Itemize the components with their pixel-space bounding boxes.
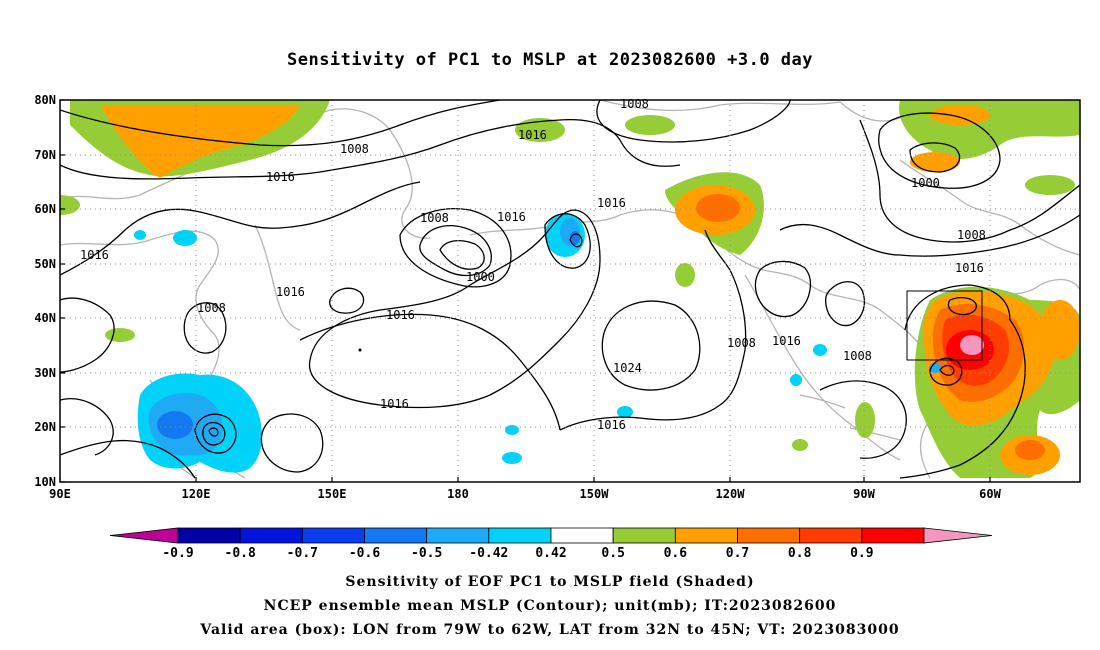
colorbar-swatch	[426, 527, 490, 544]
latitude-labels: 80N 70N 60N 50N 40N 30N 20N 10N	[34, 93, 56, 489]
plot-frame	[59, 99, 1081, 483]
lon-label: 150W	[580, 487, 610, 501]
colorbar-label: -0.5	[411, 546, 442, 561]
colorbar-label: 0.6	[664, 546, 688, 561]
lat-label: 50N	[34, 257, 56, 271]
contour-labels: 1008 1016 1016 1008 1016 1016 1008 1016 …	[80, 97, 986, 432]
lat-label: 40N	[34, 311, 56, 325]
contour-label: 1024	[613, 361, 642, 375]
contour-label: 1016	[266, 170, 295, 184]
contour-label: 1016	[380, 397, 409, 411]
lon-label: 150E	[318, 487, 347, 501]
colorbar-low-triangle	[109, 527, 179, 544]
valid-area-box	[906, 290, 983, 361]
colorbar-label: 0.5	[601, 546, 624, 561]
contour-label: 1016	[497, 210, 526, 224]
figure-title: Sensitivity of PC1 to MSLP at 2023082600…	[286, 50, 813, 70]
lat-label: 20N	[34, 420, 56, 434]
colorbar-swatch	[799, 527, 863, 544]
lon-label: 90E	[49, 487, 71, 501]
lon-label: 120E	[182, 487, 211, 501]
longitude-labels: 90E 120E 150E 180 150W 120W 90W 60W	[49, 487, 1001, 501]
contour-label: 1016	[80, 248, 109, 262]
colorbar-swatch	[861, 527, 925, 544]
contour-label: 1008	[420, 211, 449, 225]
lon-label: 60W	[979, 487, 1001, 501]
colorbar-swatch	[550, 527, 614, 544]
contour-label: 1016	[955, 261, 984, 275]
colorbar-label: 0.42	[535, 546, 566, 561]
lon-label: 120W	[716, 487, 746, 501]
contour-label: 1008	[727, 336, 756, 350]
colorbar-swatch	[674, 527, 738, 544]
contour-label: 1008	[197, 301, 226, 315]
colorbar-label: 0.9	[850, 546, 873, 561]
colorbar-swatch	[737, 527, 801, 544]
axis-ticks	[59, 99, 991, 483]
colorbar-label: 0.7	[726, 546, 749, 561]
contour-label: 1008	[620, 97, 649, 111]
contour-label: 1016	[597, 196, 626, 210]
contour-label: 1016	[276, 285, 305, 299]
contour-label: 1000	[466, 270, 495, 284]
colorbar-high-triangle	[923, 527, 993, 544]
colorbar-swatch	[364, 527, 428, 544]
colorbar-label: -0.42	[469, 546, 508, 561]
lat-label: 60N	[34, 202, 56, 216]
colorbar-label: 0.8	[788, 546, 812, 561]
colorbar-label: -0.9	[162, 546, 193, 561]
colorbar-swatch	[488, 527, 552, 544]
colorbar: -0.9 -0.8 -0.7 -0.6 -0.5 -0.42 0.42 0.5 0.6 0.7 0.…	[109, 527, 993, 561]
colorbar-swatch	[177, 527, 241, 544]
lon-label: 90W	[853, 487, 875, 501]
contour-label: 1016	[772, 334, 801, 348]
colorbar-label: -0.6	[349, 546, 380, 561]
colorbar-label: -0.8	[225, 546, 256, 561]
colorbar-swatch	[301, 527, 365, 544]
lat-label: 30N	[34, 366, 56, 380]
contour-label: 1016	[518, 128, 547, 142]
contour-label: 1000	[911, 176, 940, 190]
footer-line-3: Valid area (box): LON from 79W to 62W, L…	[200, 622, 900, 638]
contour-label: 1008	[957, 228, 986, 242]
contour-label: 1008	[843, 349, 872, 363]
center-dot	[358, 348, 362, 352]
footer-line-1: Sensitivity of EOF PC1 to MSLP field (Sh…	[345, 574, 755, 590]
footer-line-2: NCEP ensemble mean MSLP (Contour); unit(…	[263, 598, 837, 614]
lat-label: 10N	[34, 475, 56, 489]
lon-label: 180	[447, 487, 469, 501]
contour-label: 1016	[386, 308, 415, 322]
colorbar-swatch	[239, 527, 303, 544]
lat-label: 80N	[34, 93, 56, 107]
mslp-contours	[60, 100, 1080, 479]
contour-label: 1008	[340, 142, 369, 156]
colorbar-swatch	[612, 527, 676, 544]
graticule	[60, 100, 1080, 482]
colorbar-label: -0.7	[287, 546, 318, 561]
contour-label: 1016	[597, 418, 626, 432]
lat-label: 70N	[34, 148, 56, 162]
